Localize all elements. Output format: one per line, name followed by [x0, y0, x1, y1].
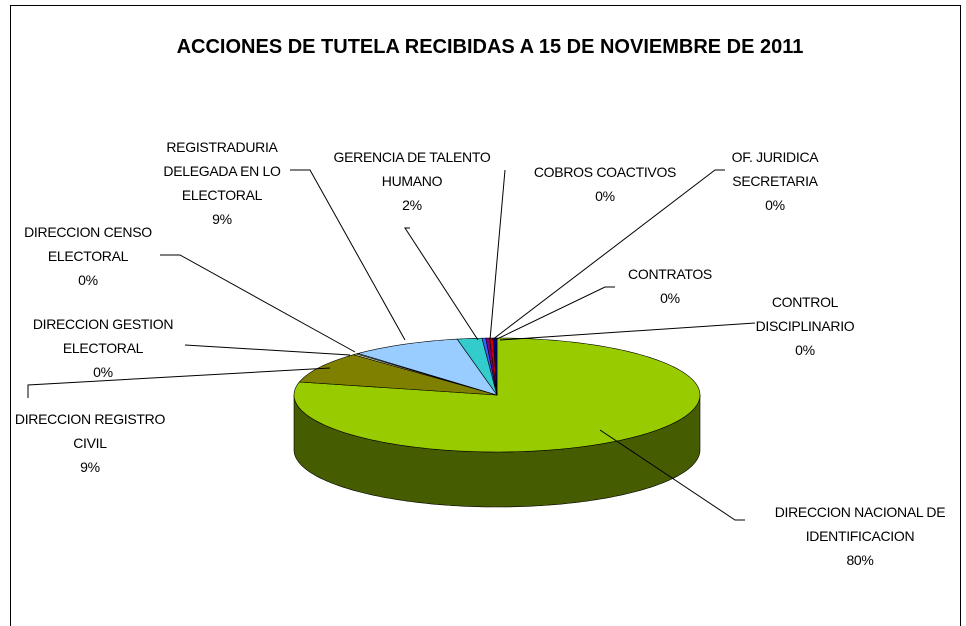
slice-label: DIRECCION GESTION ELECTORAL [32, 316, 174, 356]
slice-label: CONTROL DISCIPLINARIO [755, 294, 855, 334]
leader-line [27, 367, 331, 398]
leader-line [160, 254, 356, 353]
slice-value-label: 80% [846, 552, 874, 568]
slice-value-label: 9% [212, 211, 232, 227]
slice-value-label: 0% [765, 197, 785, 213]
pie-slice [298, 354, 498, 396]
leader-line [184, 344, 351, 356]
slice-value-label: 0% [93, 364, 113, 380]
leader-line [491, 169, 725, 341]
slice-value-label: 2% [402, 197, 422, 213]
leader-line [494, 286, 615, 341]
slice-value-label: 0% [595, 188, 615, 204]
leader-line [290, 169, 406, 341]
slice-value-label: 0% [78, 272, 98, 288]
slice-label: DIRECCION REGISTRO CIVIL [14, 411, 166, 451]
pie-slice [456, 337, 498, 396]
slice-value-label: 0% [795, 342, 815, 358]
slice-label: CONTRATOS [628, 266, 712, 282]
leader-line [489, 169, 506, 341]
leader-line [404, 227, 479, 341]
chart-title: ACCIONES DE TUTELA RECIBIDAS A 15 DE NOV… [176, 36, 804, 58]
slice-label: COBROS COACTIVOS [533, 164, 677, 180]
pie-slice [356, 338, 498, 396]
slice-label: DIRECCION CENSO ELECTORAL [24, 224, 152, 264]
slice-value-label: 0% [660, 290, 680, 306]
leader-line [499, 322, 756, 341]
slice-value-label: 9% [80, 459, 100, 475]
chart-frame [10, 5, 961, 626]
slice-label: DIRECCION NACIONAL DE IDENTIFICACION [774, 504, 946, 544]
slice-label: GERENCIA DE TALENTO HUMANO [333, 149, 491, 189]
leader-line [599, 429, 745, 521]
slice-label: REGISTRADURIA DELEGADA EN LO ELECTORAL [163, 139, 281, 203]
slice-label: OF. JURIDICA SECRETARIA [731, 149, 819, 189]
